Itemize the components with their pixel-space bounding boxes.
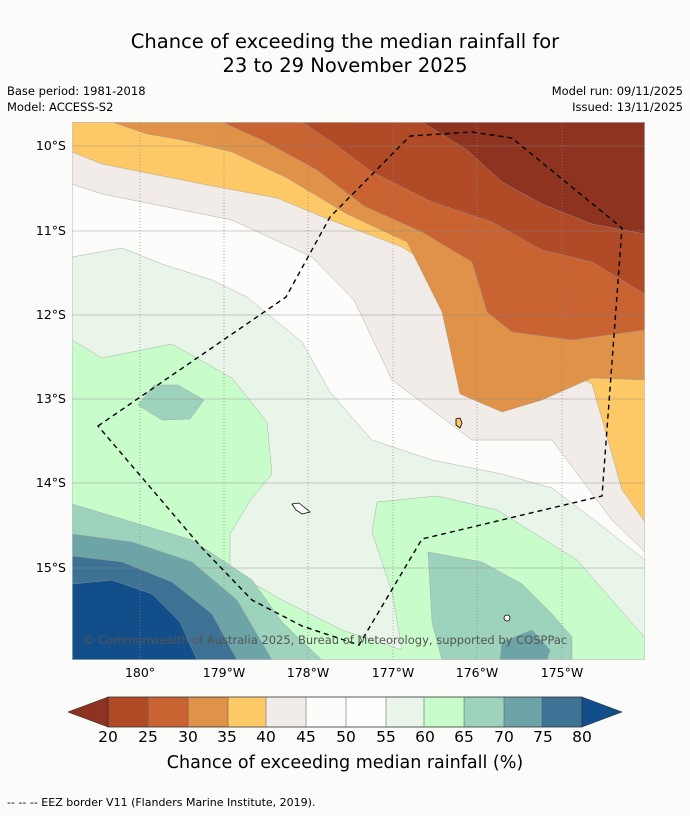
lon-label-180: 180° (124, 665, 156, 680)
issued-date: Issued: 13/11/2025 (572, 100, 683, 114)
band-lt20 (352, 122, 645, 235)
cb-seg-45-50 (306, 697, 346, 727)
cb-tick-75: 75 (533, 728, 553, 746)
band-65-70-blob (137, 384, 205, 421)
cb-seg-lt20 (68, 696, 109, 728)
island-central (291, 502, 311, 515)
lat-label-13s: 13°S (35, 391, 66, 406)
cb-tick-45: 45 (296, 728, 316, 746)
cb-tick-40: 40 (256, 728, 276, 746)
eez-footnote: -- -- -- EEZ border V11 (Flanders Marine… (7, 796, 316, 809)
cb-seg-75-80 (542, 697, 582, 727)
colorbar-label: Chance of exceeding median rainfall (%) (166, 753, 524, 773)
chart-title: Chance of exceeding the median rainfall … (0, 30, 690, 78)
cb-tick-50: 50 (336, 728, 356, 746)
lon-label-178w: 178°W (286, 665, 330, 680)
lat-label-15s: 15°S (35, 560, 66, 575)
title-line-2: 23 to 29 November 2025 (222, 54, 468, 77)
map-frame (72, 122, 645, 660)
colorbar (68, 696, 623, 728)
band-70-75-east (499, 629, 551, 660)
lat-label-14s: 14°S (35, 475, 66, 490)
band-gt80 (72, 579, 198, 660)
eez-border (96, 131, 623, 646)
cb-seg-40-45 (266, 697, 306, 727)
band-65-70-east (427, 551, 573, 660)
cb-tick-65: 65 (454, 728, 474, 746)
lon-label-176w: 176°W (455, 665, 499, 680)
base-period: Base period: 1981-2018 (7, 84, 146, 98)
cb-tick-35: 35 (217, 728, 237, 746)
cb-tick-30: 30 (178, 728, 198, 746)
model-name: Model: ACCESS-S2 (7, 100, 114, 114)
island-north (455, 417, 463, 429)
lat-label-10s: 10°S (35, 138, 66, 153)
cb-seg-30-35 (188, 697, 228, 727)
cb-seg-65-70 (464, 697, 504, 727)
lat-label-12s: 12°S (35, 307, 66, 322)
cb-tick-20: 20 (98, 728, 118, 746)
cb-seg-35-40 (228, 697, 266, 727)
copyright: © Commonwealth of Australia 2025, Bureau… (83, 633, 567, 647)
parallels (72, 145, 645, 569)
cb-dividers (147, 697, 543, 727)
cb-seg-60-65 (424, 697, 464, 727)
meta-right: Model run: 09/11/2025 Issued: 13/11/2025 (552, 83, 683, 115)
title-line-1: Chance of exceeding the median rainfall … (130, 30, 560, 53)
cb-tick-25: 25 (138, 728, 158, 746)
cb-frame (107, 696, 583, 728)
cb-tick-60: 60 (415, 728, 435, 746)
island-south (503, 614, 511, 622)
cb-tick-55: 55 (376, 728, 396, 746)
islands (291, 417, 511, 622)
lat-label-11s: 11°S (35, 223, 66, 238)
cb-seg-20-25 (108, 697, 148, 727)
lon-label-179w: 179°W (202, 665, 246, 680)
model-run: Model run: 09/11/2025 (551, 84, 683, 98)
lon-label-177w: 177°W (371, 665, 415, 680)
cb-seg-70-75 (504, 697, 542, 727)
cb-tick-80: 80 (572, 728, 592, 746)
lon-label-175w: 175°W (540, 665, 584, 680)
cb-tick-70: 70 (494, 728, 514, 746)
cb-seg-50-55 (346, 697, 386, 727)
cb-seg-25-30 (148, 697, 188, 727)
meta-left: Base period: 1981-2018 Model: ACCESS-S2 (7, 83, 146, 115)
cb-seg-55-60 (386, 697, 424, 727)
rainfall-probability-map: © Commonwealth of Australia 2025, Bureau… (72, 122, 645, 660)
cb-seg-gt80 (581, 696, 623, 728)
